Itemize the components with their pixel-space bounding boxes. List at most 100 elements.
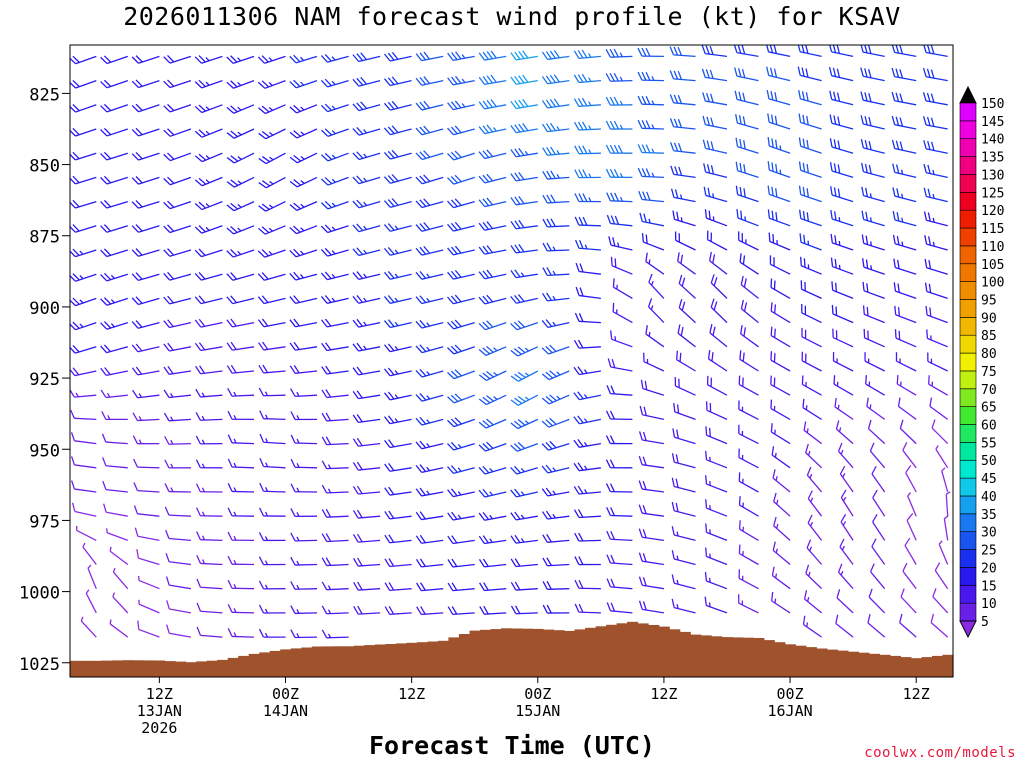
wind-barb <box>834 397 854 420</box>
wind-barb <box>606 507 633 517</box>
barb-full-tick <box>135 151 143 160</box>
barb-full-tick <box>167 342 174 351</box>
wind-barb <box>735 161 759 179</box>
barb-full-tick <box>892 211 896 221</box>
barb-full-tick <box>514 511 521 520</box>
wind-barb <box>100 151 128 161</box>
barb-half-tick <box>648 331 651 337</box>
barb-full-tick <box>450 246 458 255</box>
wind-barb <box>862 305 885 324</box>
barb-full-tick <box>894 329 897 339</box>
barb-full-tick <box>289 106 297 114</box>
wind-barb <box>866 397 886 420</box>
barb-full-tick <box>609 459 615 469</box>
barb-half-tick <box>79 250 84 255</box>
barb-full-tick <box>860 45 864 53</box>
wind-barb <box>510 50 538 61</box>
wind-barb <box>542 146 570 156</box>
barb-full-tick <box>612 278 615 288</box>
barb-full-tick <box>447 535 454 544</box>
x-tick-label: 00Z <box>524 685 551 703</box>
barb-half-tick <box>651 100 655 105</box>
barb-full-tick <box>163 105 171 113</box>
barb-full-tick <box>450 222 458 231</box>
barb-full-tick <box>321 412 328 422</box>
barb-full-tick <box>293 318 300 327</box>
barb-full-tick <box>739 253 742 263</box>
barb-full-tick <box>135 55 143 63</box>
barb-full-tick <box>614 192 620 202</box>
barb-half-tick <box>650 305 654 310</box>
barb-full-tick <box>419 101 427 110</box>
barb-full-tick <box>293 271 301 280</box>
barb-full-tick <box>324 128 333 136</box>
barb-full-tick <box>226 319 233 328</box>
wind-barb <box>384 510 412 520</box>
barb-half-tick <box>556 173 560 179</box>
barb-full-tick <box>834 397 837 407</box>
barb-full-tick <box>922 92 927 102</box>
barb-full-tick <box>510 489 517 498</box>
wind-barb <box>767 209 791 227</box>
wind-barb <box>738 496 759 517</box>
colorbar-swatch <box>959 406 977 425</box>
colorbar-label: 50 <box>981 454 997 469</box>
barb-full-tick <box>549 344 557 352</box>
wind-barb <box>575 286 601 300</box>
barb-half-tick <box>461 78 466 83</box>
barb-half-tick <box>712 216 715 221</box>
barb-full-tick <box>352 295 360 304</box>
wind-barb <box>573 462 601 472</box>
barb-full-tick <box>680 326 684 336</box>
barb-full-tick <box>195 459 201 469</box>
barb-half-tick <box>838 427 842 432</box>
barb-full-tick <box>131 344 139 353</box>
barb-full-tick <box>167 295 174 304</box>
barb-half-tick <box>363 297 367 302</box>
ground-bar <box>385 644 397 677</box>
barb-full-tick <box>928 236 932 246</box>
barb-full-tick <box>614 215 620 225</box>
wind-barb <box>894 305 917 324</box>
barb-half-tick <box>237 106 242 111</box>
barb-half-tick <box>205 155 210 160</box>
barb-full-tick <box>573 98 580 107</box>
wind-barb <box>257 55 286 64</box>
barb-full-tick <box>293 295 300 303</box>
wind-barb <box>259 410 286 421</box>
barb-full-tick <box>868 69 872 78</box>
wind-barb <box>226 341 255 351</box>
wind-barb <box>710 298 728 324</box>
wind-barb <box>573 485 601 495</box>
barb-full-tick <box>514 244 521 253</box>
colorbar-swatch <box>959 281 977 300</box>
barb-full-tick <box>927 188 931 198</box>
barb-full-tick <box>324 78 332 87</box>
ground-bar <box>395 643 407 677</box>
wind-barb <box>196 626 223 638</box>
barb-half-tick <box>201 439 205 445</box>
barb-full-tick <box>447 606 454 615</box>
barb-half-tick <box>296 438 300 444</box>
barb-full-tick <box>478 374 487 381</box>
wind-barb <box>510 147 538 158</box>
barb-full-tick <box>103 199 112 208</box>
barb-full-tick <box>478 535 485 544</box>
barb-full-tick <box>831 281 834 291</box>
wind-barb <box>891 67 917 82</box>
ground-bar <box>774 642 786 677</box>
barb-full-tick <box>131 367 139 376</box>
barb-full-tick <box>891 91 896 101</box>
barb-full-tick <box>478 175 486 184</box>
barb-full-tick <box>673 70 679 80</box>
barb-full-tick <box>605 483 611 492</box>
wind-barb <box>510 269 538 279</box>
barb-full-tick <box>419 175 427 184</box>
colorbar-swatch <box>959 495 977 515</box>
ground-bar <box>143 660 155 677</box>
barb-full-tick <box>423 125 431 134</box>
x-tick-label: 00Z <box>777 685 804 703</box>
barb-full-tick <box>675 502 679 512</box>
wind-barb <box>194 295 223 305</box>
barb-full-tick <box>387 271 395 279</box>
